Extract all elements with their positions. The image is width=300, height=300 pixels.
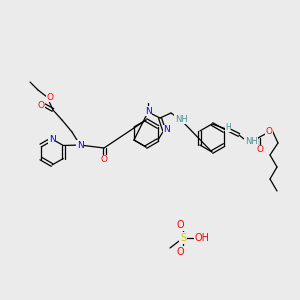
Text: O: O [266, 127, 272, 136]
Text: N: N [49, 134, 56, 143]
Text: N: N [164, 125, 170, 134]
Text: NH: NH [244, 137, 257, 146]
Text: OH: OH [194, 233, 209, 243]
Text: O: O [46, 92, 53, 101]
Text: NH: NH [175, 115, 188, 124]
Text: O: O [176, 247, 184, 257]
Text: H: H [225, 122, 231, 131]
Text: O: O [100, 155, 107, 164]
Text: O: O [38, 100, 44, 109]
Text: S: S [180, 233, 186, 243]
Text: N: N [145, 106, 152, 116]
Text: N: N [76, 140, 83, 149]
Text: O: O [176, 220, 184, 230]
Text: O: O [256, 146, 263, 154]
